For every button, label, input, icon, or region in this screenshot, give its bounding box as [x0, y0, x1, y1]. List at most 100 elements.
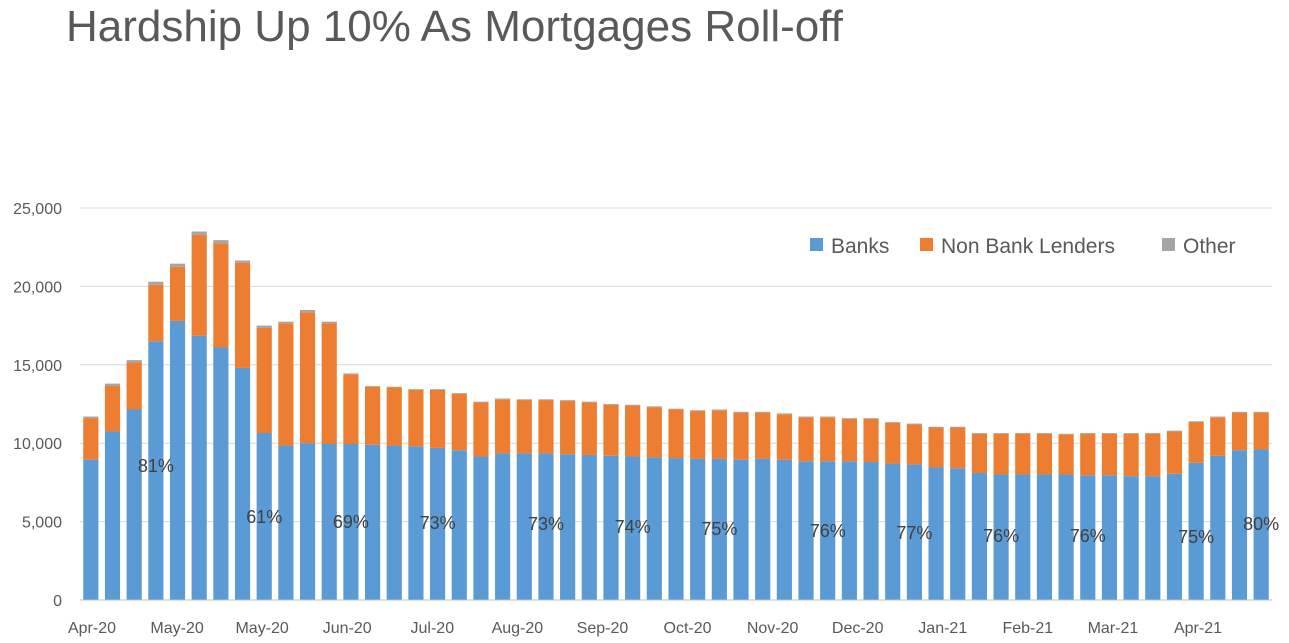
bar-segment-banks [1123, 476, 1139, 600]
bar-segment-other [798, 416, 814, 418]
bar-segment-non-bank-lenders [885, 422, 901, 464]
bar-segment-other [451, 393, 467, 394]
bar-segment-banks [798, 461, 814, 600]
x-tick-label: May-20 [235, 620, 288, 637]
bar-segment-banks [733, 459, 749, 600]
bar-segment-other [863, 418, 879, 419]
bar-segment-non-bank-lenders [733, 412, 749, 460]
bar-segment-non-bank-lenders [1188, 422, 1204, 463]
y-tick-label: 5,000 [22, 515, 62, 532]
bar-segment-banks [1188, 462, 1204, 600]
bar-segment-other [560, 400, 576, 401]
bar-segment-other [1123, 433, 1139, 434]
bar-segment-banks [104, 431, 121, 600]
bar-segment-non-bank-lenders [560, 400, 576, 455]
bar-segment-other [386, 386, 402, 388]
bar-segment-non-bank-lenders [408, 389, 424, 447]
legend-label: Banks [831, 235, 889, 258]
bar-segment-non-bank-lenders [538, 400, 554, 454]
bar-segment-banks [1166, 473, 1183, 600]
bar-segment-banks [516, 453, 532, 600]
bar-segment-non-bank-lenders [365, 386, 381, 445]
bar-segment-banks [234, 367, 251, 600]
share-annotation: 80% [1243, 514, 1279, 534]
bar-segment-banks [560, 454, 576, 600]
bar-segment-non-bank-lenders [906, 424, 922, 465]
bar-segment-non-bank-lenders [126, 362, 142, 410]
x-tick-label: Aug-20 [492, 620, 544, 637]
x-tick-label: Jul-20 [411, 620, 455, 637]
bar-segment-non-bank-lenders [776, 414, 792, 460]
bar-segment-other [1188, 421, 1204, 423]
share-annotation: 76% [983, 526, 1019, 546]
bar-segment-other [1101, 433, 1118, 434]
bar-segment-other [885, 422, 901, 423]
bar-segment-non-bank-lenders [321, 323, 337, 444]
bar-segment-other [841, 418, 857, 419]
bar-segment-non-bank-lenders [1080, 433, 1096, 476]
bar-segment-other [538, 399, 554, 401]
bar-segment-non-bank-lenders [473, 402, 489, 457]
bar-segment-non-bank-lenders [83, 418, 99, 460]
bar-segment-non-bank-lenders [278, 323, 294, 446]
legend-swatch [920, 238, 933, 251]
legend-label: Non Bank Lenders [941, 235, 1115, 258]
bar-segment-banks [820, 461, 836, 600]
bar-segment-non-bank-lenders [581, 402, 597, 455]
bar-segment-banks [1210, 455, 1226, 600]
bar-segment-banks [495, 453, 511, 600]
bar-segment-banks [365, 444, 381, 600]
bar-segment-non-bank-lenders [798, 417, 814, 462]
bar-segment-other [299, 309, 316, 313]
x-tick-label: Apr-20 [68, 620, 116, 637]
bar-segment-other [993, 433, 1009, 434]
bar-segment-non-bank-lenders [1145, 433, 1161, 477]
bar-segment-non-bank-lenders [516, 400, 532, 454]
x-tick-label: Feb-21 [1002, 620, 1053, 637]
bar-segment-banks [256, 433, 272, 600]
x-tick-label: Sep-20 [577, 620, 629, 637]
bars [83, 231, 1269, 600]
share-annotation: 75% [701, 519, 737, 539]
x-tick-label: Dec-20 [832, 620, 884, 637]
bar-segment-non-bank-lenders [646, 407, 662, 458]
bar-segment-other [278, 321, 294, 324]
bar-segment-other [1058, 433, 1074, 435]
bar-segment-other [516, 399, 532, 401]
y-tick-label: 10,000 [13, 436, 62, 453]
bar-segment-banks [928, 467, 944, 600]
bar-segment-banks [386, 445, 402, 600]
bar-segment-other [755, 411, 771, 413]
bar-segment-banks [625, 456, 641, 600]
bar-segment-other [104, 383, 121, 386]
bar-segment-non-bank-lenders [928, 427, 944, 468]
bar-segment-other [1253, 411, 1269, 413]
bar-segment-other [1145, 433, 1161, 434]
bar-segment-other [148, 281, 164, 285]
bar-segment-non-bank-lenders [1101, 433, 1118, 476]
share-annotation: 76% [1070, 526, 1106, 546]
bar-segment-banks [971, 472, 987, 600]
percentage-annotations: 81% 61% 69% 73% 73% 74% 75% 76% 77% 76% 76% 75% 80% [138, 456, 1279, 547]
bar-segment-other [928, 426, 944, 428]
bar-segment-banks [885, 463, 901, 600]
bar-segment-non-bank-lenders [1231, 412, 1248, 451]
bar-segment-non-bank-lenders [711, 410, 727, 459]
bar-segment-banks [343, 443, 359, 600]
y-tick-label: 25,000 [13, 201, 62, 218]
bar-segment-other [711, 409, 727, 411]
bar-segment-non-bank-lenders [603, 404, 619, 456]
bar-segment-banks [408, 446, 424, 600]
legend: Banks Non Bank Lenders Other [810, 235, 1236, 258]
bar-segment-other [495, 398, 511, 400]
bar-segment-banks [906, 464, 922, 600]
bar-segment-other [83, 416, 99, 419]
bar-segment-other [1166, 430, 1183, 432]
bar-segment-banks [1080, 475, 1096, 600]
bar-segment-non-bank-lenders [213, 243, 229, 348]
bar-segment-other [321, 321, 337, 324]
bar-segment-other [1036, 433, 1053, 434]
bar-segment-non-bank-lenders [451, 393, 467, 451]
bar-segment-other [581, 401, 597, 403]
bar-segment-other [690, 410, 706, 412]
